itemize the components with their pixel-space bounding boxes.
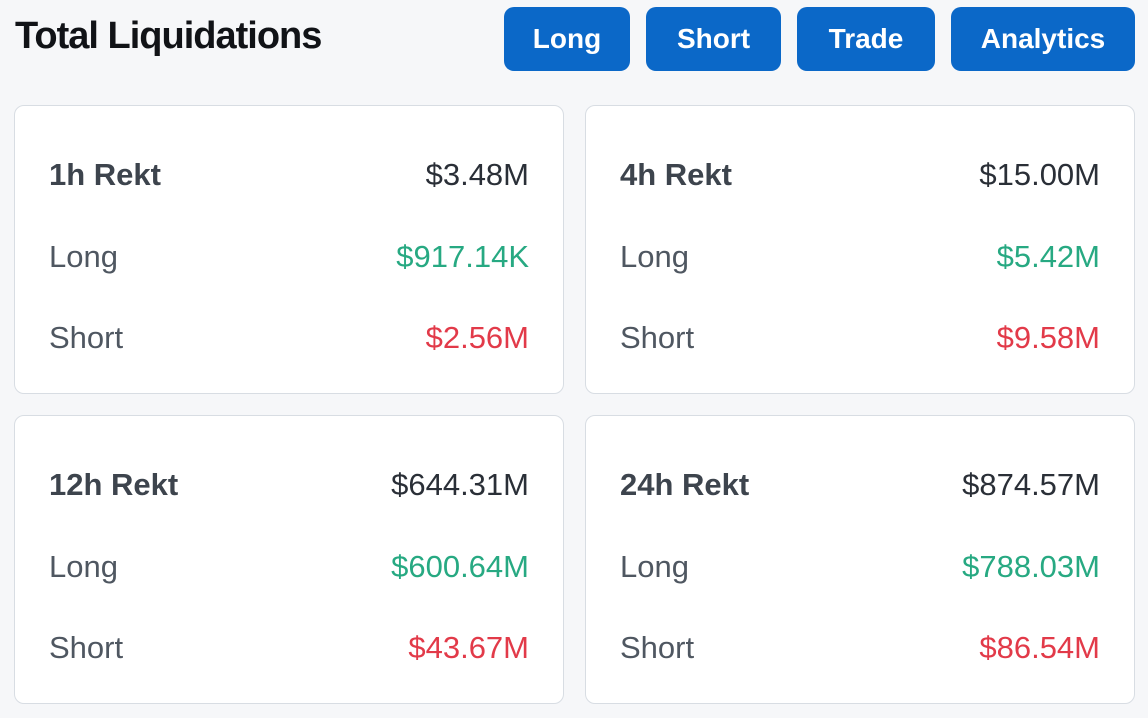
total-value: $644.31M	[391, 466, 529, 502]
short-value: $86.54M	[979, 629, 1100, 665]
card-title: 24h Rekt	[620, 466, 750, 502]
short-row: Short $43.67M	[49, 627, 529, 667]
card-1h-rekt: 1h Rekt $3.48M Long $917.14K Short $2.56…	[14, 105, 564, 394]
short-label: Short	[49, 629, 124, 665]
short-label: Short	[49, 319, 124, 355]
total-value: $15.00M	[979, 156, 1100, 192]
page-title: Total Liquidations	[15, 15, 322, 57]
total-row: 24h Rekt $874.57M	[620, 464, 1100, 504]
long-label: Long	[620, 238, 689, 274]
short-label: Short	[620, 319, 695, 355]
short-value: $43.67M	[408, 629, 529, 665]
long-value: $600.64M	[391, 548, 529, 584]
card-title: 4h Rekt	[620, 156, 732, 192]
short-label: Short	[620, 629, 695, 665]
short-value: $9.58M	[996, 319, 1100, 355]
long-button[interactable]: Long	[504, 7, 630, 71]
total-row: 1h Rekt $3.48M	[49, 154, 529, 194]
card-title: 12h Rekt	[49, 466, 179, 502]
long-row: Long $5.42M	[620, 236, 1100, 276]
long-row: Long $788.03M	[620, 546, 1100, 586]
long-value: $917.14K	[396, 238, 529, 274]
total-value: $3.48M	[425, 156, 529, 192]
total-row: 4h Rekt $15.00M	[620, 154, 1100, 194]
long-label: Long	[620, 548, 689, 584]
total-value: $874.57M	[962, 466, 1100, 502]
short-value: $2.56M	[425, 319, 529, 355]
long-value: $5.42M	[996, 238, 1100, 274]
card-4h-rekt: 4h Rekt $15.00M Long $5.42M Short $9.58M	[585, 105, 1135, 394]
card-24h-rekt: 24h Rekt $874.57M Long $788.03M Short $8…	[585, 415, 1135, 704]
short-row: Short $9.58M	[620, 317, 1100, 357]
long-value: $788.03M	[962, 548, 1100, 584]
card-12h-rekt: 12h Rekt $644.31M Long $600.64M Short $4…	[14, 415, 564, 704]
short-row: Short $2.56M	[49, 317, 529, 357]
analytics-button[interactable]: Analytics	[951, 7, 1135, 71]
total-row: 12h Rekt $644.31M	[49, 464, 529, 504]
long-label: Long	[49, 548, 118, 584]
long-row: Long $600.64M	[49, 546, 529, 586]
card-title: 1h Rekt	[49, 156, 161, 192]
short-row: Short $86.54M	[620, 627, 1100, 667]
long-label: Long	[49, 238, 118, 274]
short-button[interactable]: Short	[646, 7, 781, 71]
trade-button[interactable]: Trade	[797, 7, 935, 71]
header: Total Liquidations Long Short Trade Anal…	[0, 0, 1148, 82]
long-row: Long $917.14K	[49, 236, 529, 276]
